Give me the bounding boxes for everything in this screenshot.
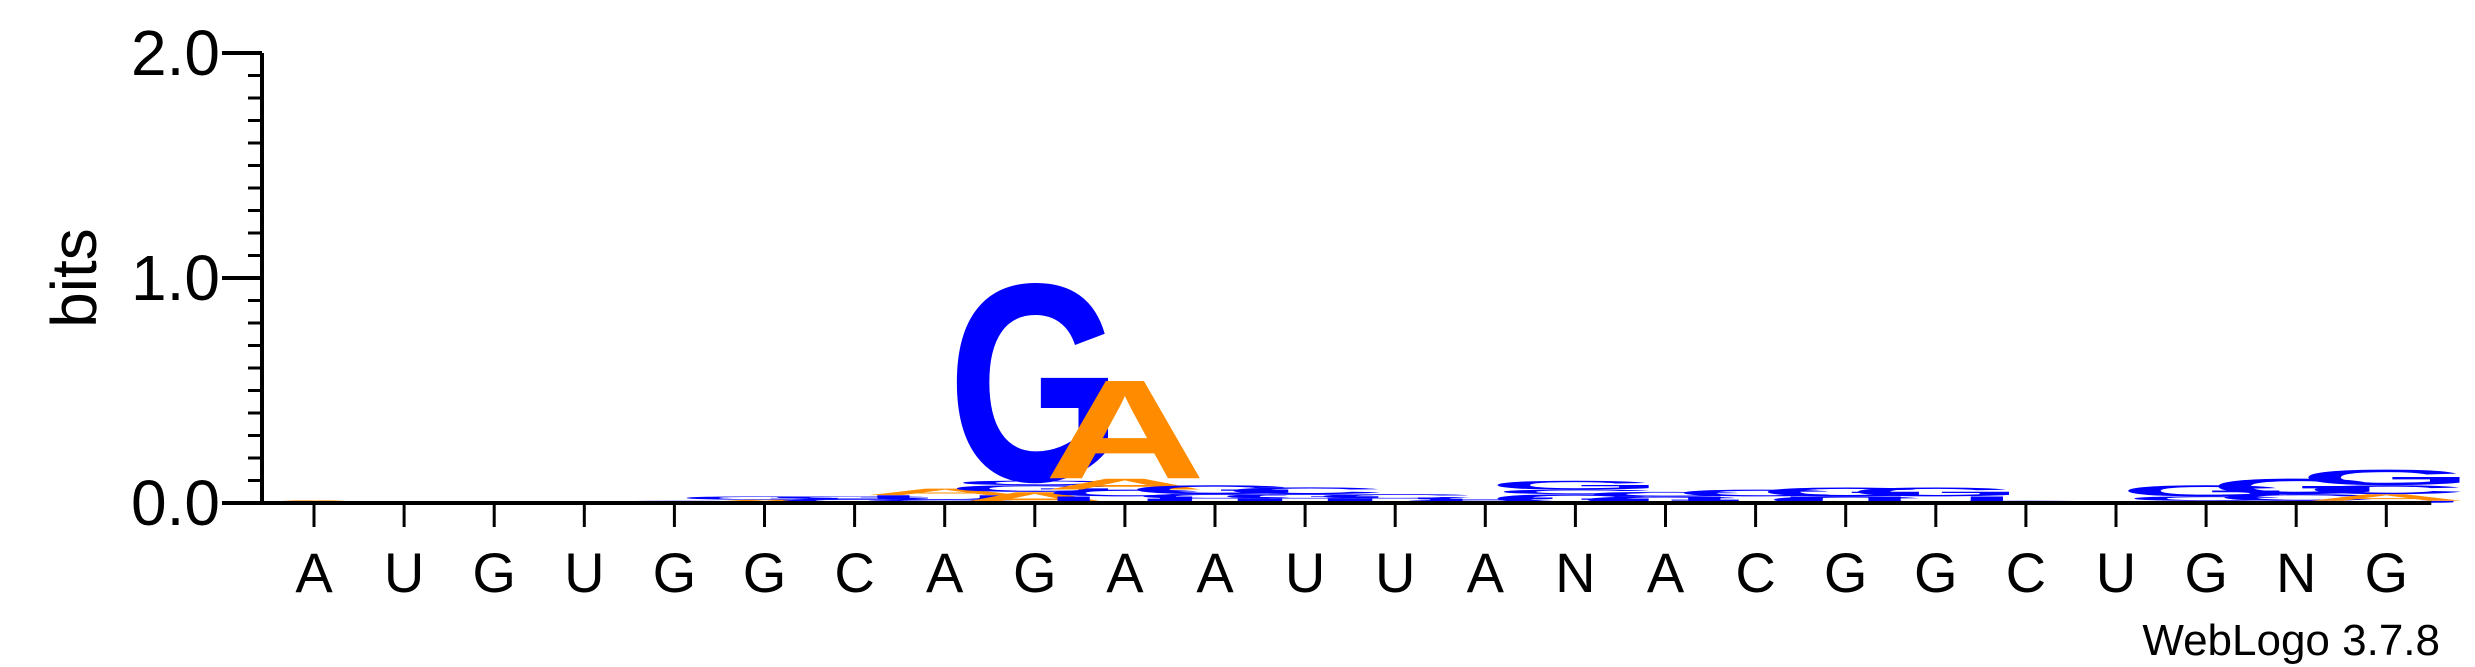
logo-letter: C bbox=[2125, 495, 2287, 502]
logo-letter: G bbox=[1128, 483, 1302, 497]
x-tick-label: A bbox=[1106, 541, 1144, 604]
x-tick-label: C bbox=[834, 541, 874, 604]
logo-letter: U bbox=[1044, 494, 1206, 505]
x-tick-label: G bbox=[653, 541, 697, 604]
logo-letter: G bbox=[2299, 465, 2473, 490]
x-tick-label: C bbox=[2006, 541, 2046, 604]
logo-letter: G bbox=[1759, 485, 1933, 499]
x-tick-label: U bbox=[2096, 541, 2136, 604]
logo-letter: C bbox=[1224, 485, 1386, 496]
logo-letter: U bbox=[1314, 497, 1476, 504]
logo-letter: G bbox=[677, 495, 851, 500]
x-tick-label: U bbox=[564, 541, 604, 604]
logo-letter: C bbox=[1314, 493, 1476, 500]
logo-letter: U bbox=[1134, 497, 1296, 504]
logo-letter: C bbox=[2215, 492, 2377, 503]
logo-letter: C bbox=[1675, 488, 1837, 499]
logo-letter: G bbox=[1218, 493, 1392, 500]
logo-letter: G bbox=[1849, 485, 2023, 499]
logo-letter: C bbox=[1134, 493, 1296, 500]
y-axis-ticks: 0.0 1.0 2.0 bbox=[131, 17, 262, 539]
logo-letter: G bbox=[1488, 478, 1662, 492]
logo-letter: A bbox=[1044, 475, 1206, 493]
logo-letter: C bbox=[1495, 488, 1657, 495]
y-axis-label: bits bbox=[38, 228, 110, 328]
y-tick-label: 0.0 bbox=[131, 467, 220, 539]
x-tick-label: G bbox=[1013, 541, 1057, 604]
logo-letter: C bbox=[1585, 491, 1747, 498]
logo-letter: G bbox=[948, 483, 1122, 494]
version-label: WebLogo 3.7.8 bbox=[2142, 616, 2440, 665]
x-tick-label: C bbox=[1735, 541, 1775, 604]
x-tick-label: A bbox=[295, 541, 333, 604]
logo-letter: G bbox=[1578, 494, 1752, 505]
logo-letter: G bbox=[948, 226, 1122, 542]
logo-letter: G bbox=[767, 496, 941, 500]
x-tick-label: G bbox=[1824, 541, 1868, 604]
y-tick-label: 1.0 bbox=[131, 242, 220, 314]
x-tick-label: G bbox=[1914, 541, 1958, 604]
x-tick-label: N bbox=[2276, 541, 2316, 604]
logo-letter: C bbox=[1765, 494, 1927, 505]
x-tick-label: G bbox=[2365, 541, 2409, 604]
logo-letter: C bbox=[2305, 483, 2467, 497]
logo-letter: A bbox=[864, 487, 1026, 498]
logo-letter: U bbox=[1224, 497, 1386, 504]
x-tick-label: G bbox=[743, 541, 787, 604]
x-tick-label: N bbox=[1555, 541, 1595, 604]
y-tick-label: 2.0 bbox=[131, 17, 220, 89]
logo-letter: G bbox=[2209, 474, 2383, 499]
logo-letter: C bbox=[1044, 488, 1206, 499]
logo-letter: A bbox=[1044, 350, 1206, 509]
logo-letter: C bbox=[954, 479, 1116, 486]
logo-letter: U bbox=[1855, 494, 2017, 505]
logo-letter: A bbox=[2305, 492, 2467, 503]
x-tick-label: G bbox=[2184, 541, 2228, 604]
logo-letter: U bbox=[864, 494, 1026, 501]
logo-stacks: ACAGCGGUAAGCGUCAAUCGUGCUCGUGCGGCUCCGUGGA… bbox=[233, 226, 2473, 542]
x-tick-label: A bbox=[926, 541, 964, 604]
x-tick-label: U bbox=[1285, 541, 1325, 604]
x-tick-label: A bbox=[1467, 541, 1505, 604]
x-tick-label: A bbox=[1196, 541, 1234, 604]
x-tick-label: A bbox=[1647, 541, 1685, 604]
logo-letter: U bbox=[1675, 494, 1837, 505]
logo-letter: U bbox=[1404, 497, 1566, 501]
x-tick-label: G bbox=[472, 541, 516, 604]
x-tick-label: U bbox=[384, 541, 424, 604]
logo-letter: G bbox=[2119, 482, 2293, 500]
x-tick-label: U bbox=[1375, 541, 1415, 604]
